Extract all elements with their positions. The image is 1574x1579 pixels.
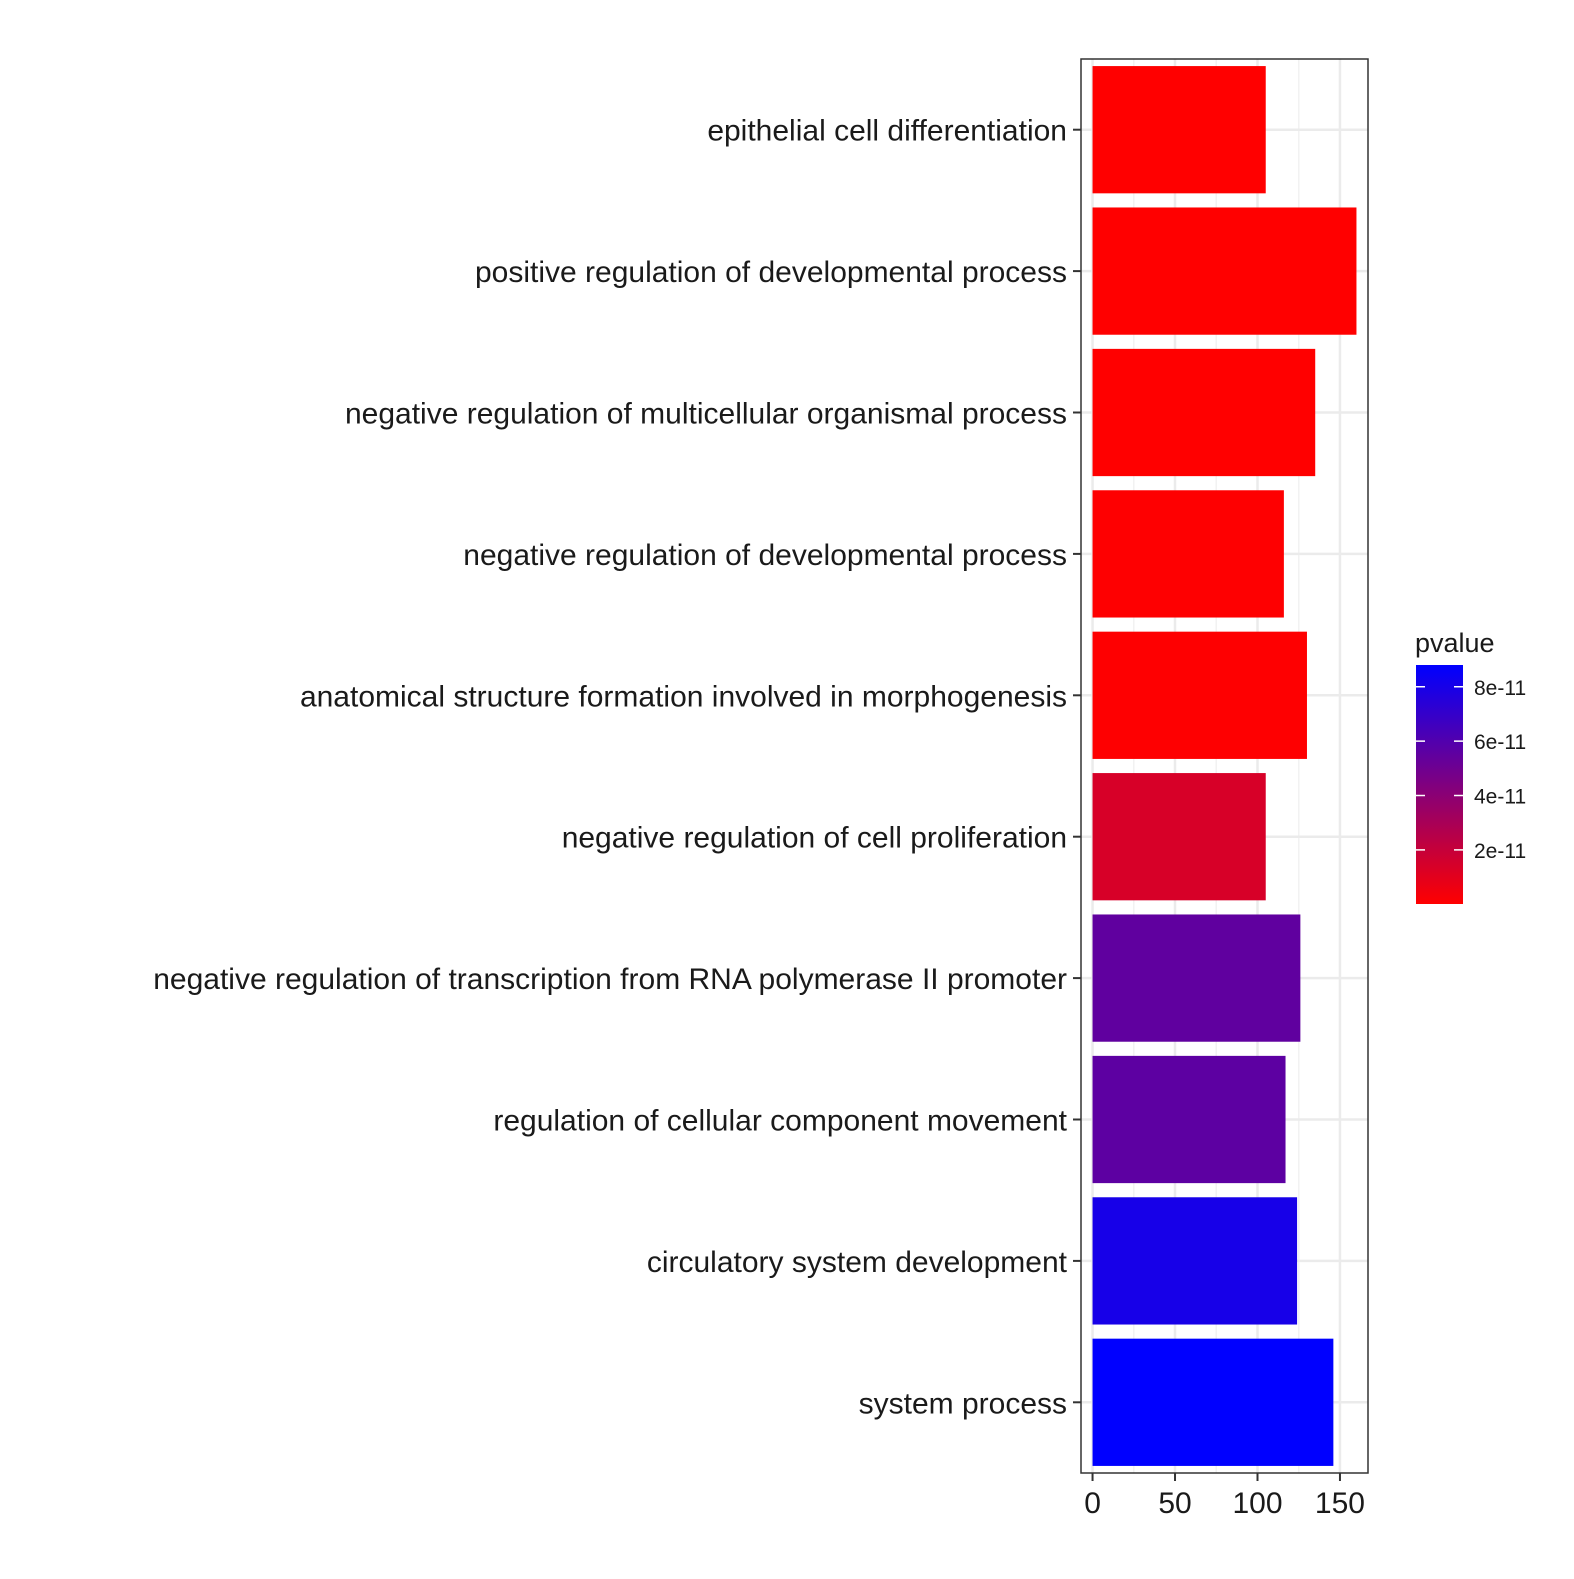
value-axis: 0 50 100 150	[1084, 1473, 1365, 1520]
legend-title: pvalue	[1415, 628, 1495, 658]
legend-colorbar	[1416, 665, 1463, 904]
x-tick-label: 150	[1315, 1487, 1365, 1520]
bar	[1092, 66, 1266, 194]
category-label: anatomical structure formation involved …	[300, 680, 1067, 713]
bar	[1092, 1055, 1286, 1184]
bar	[1092, 490, 1284, 618]
category-label: negative regulation of developmental pro…	[463, 539, 1067, 572]
category-label: regulation of cellular component movemen…	[493, 1105, 1067, 1138]
x-tick-label: 0	[1084, 1487, 1101, 1520]
bar	[1092, 348, 1316, 477]
category-label: negative regulation of transcription fro…	[153, 963, 1067, 996]
legend-tick-label: 4e-11	[1474, 786, 1526, 809]
category-label: positive regulation of developmental pro…	[475, 256, 1067, 289]
plot-panel-border	[1080, 58, 1369, 1474]
bar	[1092, 1197, 1298, 1325]
legend: pvalue 8e-11 6e-11 4e-11 2e-11	[1415, 628, 1526, 904]
bar	[1092, 207, 1357, 335]
bar	[1092, 773, 1266, 901]
legend-tick-label: 2e-11	[1474, 840, 1526, 863]
bar	[1092, 631, 1307, 759]
category-label: circulatory system development	[647, 1246, 1068, 1279]
bars	[1092, 66, 1357, 1466]
x-tick-label: 100	[1232, 1487, 1282, 1520]
category-axis: epithelial cell differentiation positive …	[153, 115, 1081, 1420]
bar	[1092, 914, 1301, 1042]
category-label: system process	[859, 1387, 1067, 1420]
bar	[1092, 1338, 1334, 1466]
legend-ticks: 8e-11 6e-11 4e-11 2e-11	[1416, 677, 1526, 863]
x-tick-label: 50	[1158, 1487, 1191, 1520]
category-label: negative regulation of multicellular org…	[345, 398, 1067, 431]
category-label: negative regulation of cell proliferatio…	[562, 822, 1067, 855]
category-label: epithelial cell differentiation	[707, 115, 1067, 148]
legend-tick-label: 8e-11	[1474, 677, 1526, 700]
legend-tick-label: 6e-11	[1474, 731, 1526, 754]
